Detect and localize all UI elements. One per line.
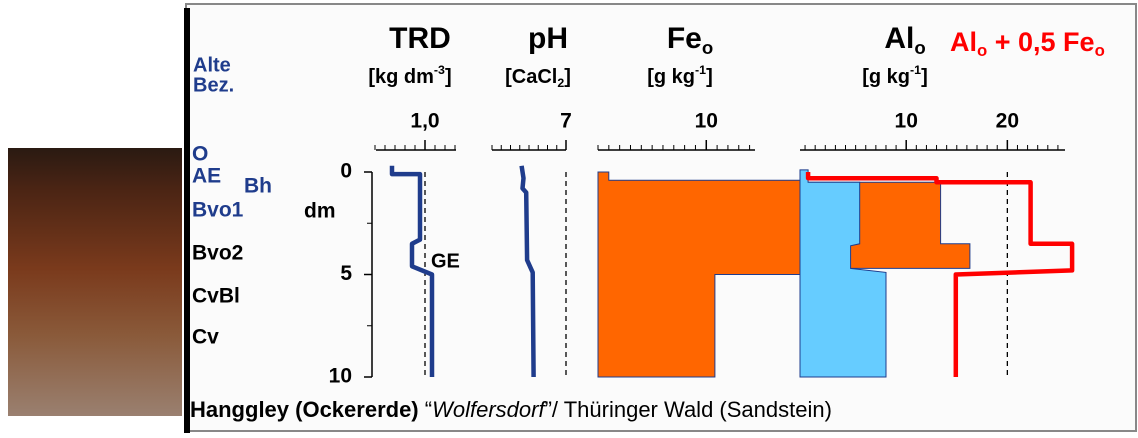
panel-title-part: pH bbox=[528, 22, 568, 55]
panel-unit-part: ] bbox=[445, 66, 452, 88]
y-tick-label: 5 bbox=[340, 262, 352, 285]
y-axis-label: dm bbox=[304, 200, 336, 223]
panel-title: TRD bbox=[389, 22, 451, 55]
horizons-title: Bez. bbox=[193, 74, 234, 96]
panel-title-part: o bbox=[702, 37, 713, 58]
caption-part: Wolfersdorf bbox=[432, 397, 547, 422]
legend-label-part: Al bbox=[950, 27, 977, 57]
panel-title: pH bbox=[528, 22, 568, 55]
y-tick-label: 0 bbox=[340, 160, 352, 183]
panel-unit-part: -3 bbox=[434, 63, 445, 77]
horizon-label: AE bbox=[192, 165, 221, 188]
legend-label-part: o bbox=[977, 42, 987, 61]
panel-unit-part: [CaCl bbox=[505, 66, 557, 88]
panel-unit-part: -1 bbox=[910, 63, 921, 77]
horizon-label: Cv bbox=[192, 326, 219, 349]
legend-label-part: o bbox=[1095, 42, 1105, 61]
soil-photo bbox=[8, 148, 182, 416]
legend-label-part: + 0,5 Fe bbox=[987, 27, 1094, 57]
panel-unit-part: ] bbox=[921, 66, 928, 88]
frame-edge bbox=[184, 8, 190, 433]
panel-unit-part: [kg dm bbox=[368, 66, 434, 88]
panel-unit-part: [g kg bbox=[862, 66, 910, 88]
panel-unit-part: ] bbox=[706, 66, 713, 88]
x-tick-label: 10 bbox=[895, 110, 918, 133]
horizon-label: CvBl bbox=[192, 285, 240, 308]
legend-label: Alo + 0,5 Feo bbox=[950, 27, 1105, 60]
panel-unit-part: ] bbox=[564, 66, 571, 88]
horizon-label: Bvo2 bbox=[192, 242, 243, 265]
panel-title-part: Fe bbox=[667, 22, 702, 55]
panel-title-part: o bbox=[914, 37, 925, 58]
figure: AlteBez. OAE BhBvo1 Bvo2 CvBl Cv 0 5 10 dm GE TRD [k… bbox=[0, 0, 1138, 433]
caption-part: ”/ Thüringer Wald (Sandstein) bbox=[545, 397, 832, 422]
y-tick-label: 10 bbox=[329, 365, 352, 388]
horizons-title: Alte bbox=[193, 54, 231, 76]
caption-part: Hanggley (Ockererde) bbox=[190, 397, 419, 422]
panel-unit-part: -1 bbox=[695, 63, 706, 77]
caption: Hanggley (Ockererde) “Wolfersdorf”/ Thür… bbox=[190, 397, 832, 422]
horizon-label: Bvo1 bbox=[192, 199, 244, 222]
horizon-label: Bh bbox=[244, 175, 272, 198]
x-tick-label: 20 bbox=[996, 110, 1019, 133]
annotation: GE bbox=[431, 250, 460, 272]
caption-part: “ bbox=[419, 397, 432, 422]
x-tick-label: 1,0 bbox=[410, 110, 439, 133]
horizon-label: O bbox=[192, 143, 208, 166]
panel-title-part: Al bbox=[884, 22, 914, 55]
panel-unit-part: [g kg bbox=[647, 66, 695, 88]
panel-title-part: TRD bbox=[389, 22, 451, 55]
x-tick-label: 10 bbox=[695, 110, 718, 133]
x-tick-label: 7 bbox=[560, 110, 572, 133]
